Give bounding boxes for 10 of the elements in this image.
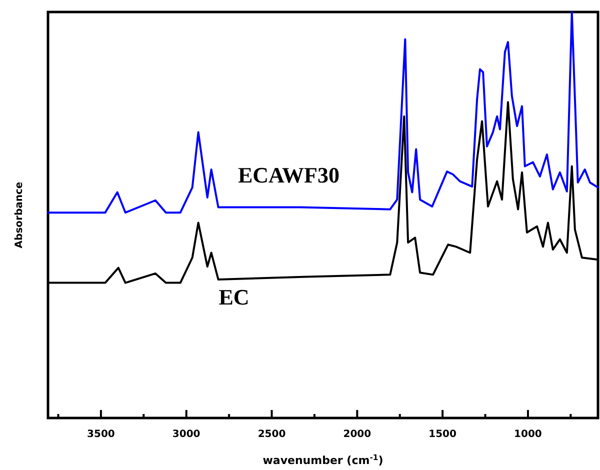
x-tick-label: 2500: [258, 429, 286, 440]
x-tick-label: 1500: [428, 429, 457, 440]
series-label: EC: [218, 284, 250, 310]
series-label: ECAWF30: [238, 162, 340, 188]
x-axis-title: wavenumber (cm$^{-1}$): [262, 452, 384, 467]
x-tick-label: 1000: [514, 429, 542, 440]
x-tick-label: 3500: [87, 429, 115, 440]
y-axis-title: Absorbance: [14, 182, 25, 248]
x-tick-label: 2000: [343, 429, 372, 440]
x-tick-label: 3000: [172, 429, 200, 440]
